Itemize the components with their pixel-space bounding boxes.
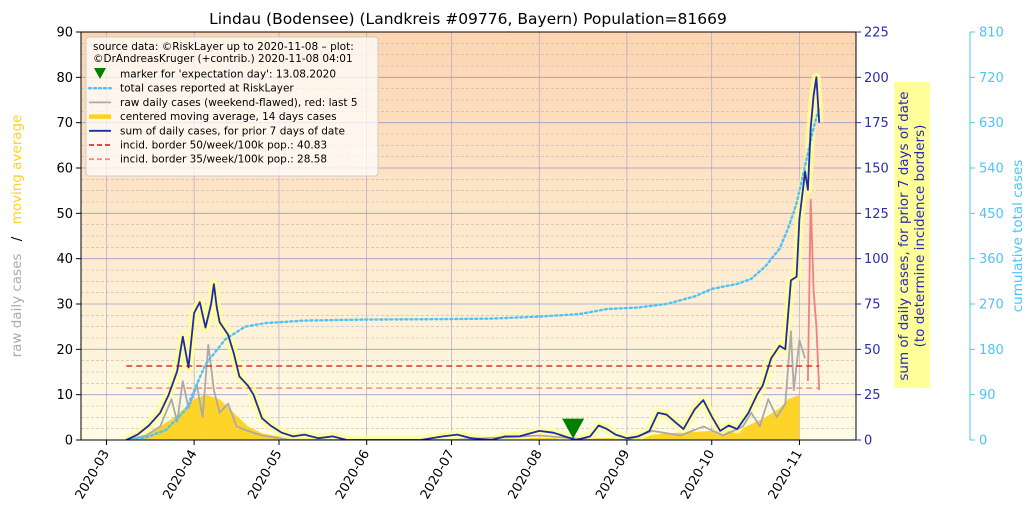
x-axis-tick-label: 2020-06 bbox=[333, 448, 373, 503]
x-axis-tick-label: 2020-04 bbox=[160, 448, 200, 503]
right-axis-sum7-tick-label: 150 bbox=[864, 162, 889, 177]
sum7-line bbox=[125, 76, 821, 440]
left-axis-label: raw daily cases / moving average bbox=[9, 115, 25, 358]
cumulative-total-line bbox=[125, 106, 821, 440]
legend-entry-label: total cases reported at RiskLayer bbox=[120, 83, 294, 95]
x-axis-tick-label: 2020-03 bbox=[73, 448, 113, 503]
moving-average-area bbox=[126, 394, 800, 440]
right-axis-sum7: 0 25 50 75 100 125 150 175 200 225 bbox=[856, 26, 889, 449]
x-axis-tick-label: 2020-07 bbox=[418, 448, 458, 503]
x-axis-tick-label: 2020-11 bbox=[766, 448, 806, 503]
chart-title: Lindau (Bodensee) (Landkreis #09776, Bay… bbox=[209, 10, 727, 28]
left-axis-tick-label: 10 bbox=[56, 388, 73, 403]
right-axis-cumulative-tick-label: 270 bbox=[979, 298, 1004, 313]
left-axis-label-avg: moving average bbox=[9, 115, 25, 225]
legend-entry-label: raw daily cases (weekend-flawed), red: l… bbox=[120, 97, 358, 109]
right-axis-cumulative-label: cumulative total cases bbox=[1010, 160, 1026, 313]
legend-entry: incid. border 35/week/100k pop.: 28.58 bbox=[89, 154, 327, 166]
right-axis-cumulative-tick-label: 540 bbox=[979, 162, 1004, 177]
legend-entry-label: marker for 'expectation day': 13.08.2020 bbox=[120, 69, 336, 81]
left-axis-tick-label: 20 bbox=[56, 343, 73, 358]
x-axis-tick-label: 2020-09 bbox=[593, 448, 633, 503]
legend-entry: marker for 'expectation day': 13.08.2020 bbox=[94, 68, 336, 81]
right-axis-sum7-tick-label: 25 bbox=[864, 388, 881, 403]
legend-entry: sum of daily cases, for prior 7 days of … bbox=[89, 125, 345, 137]
right-axis-cumulative-tick-label: 720 bbox=[979, 71, 1004, 86]
right-axis-sum7-tick-label: 175 bbox=[864, 116, 889, 131]
raw-daily-last5-line bbox=[807, 198, 821, 391]
x-axis: 2020-03 2020-04 2020-05 2020-06 2020-07 2020-… bbox=[73, 440, 806, 502]
right-axis-sum7-tick-label: 75 bbox=[864, 298, 881, 313]
right-axis-cumulative-tick-label: 630 bbox=[979, 116, 1004, 131]
right-axis-sum7-tick-label: 50 bbox=[864, 343, 881, 358]
left-axis-label-sep: / bbox=[9, 236, 25, 241]
legend-box bbox=[85, 36, 379, 177]
left-axis-tick-label: 40 bbox=[56, 252, 73, 267]
right-axis-cumulative-tick-label: 180 bbox=[979, 343, 1004, 358]
legend-entries: marker for 'expectation day': 13.08.2020… bbox=[87, 68, 358, 166]
legend-entry: total cases reported at RiskLayer bbox=[87, 83, 294, 95]
legend-entry-label: centered moving average, 14 days cases bbox=[120, 111, 337, 123]
x-axis-tick-label: 2020-10 bbox=[678, 448, 718, 503]
legend-header-line1: source data: ©RiskLayer up to 2020-11-08… bbox=[93, 41, 354, 53]
right-axis-sum7-tick-label: 125 bbox=[864, 207, 889, 222]
legend-marker-icon bbox=[94, 68, 106, 79]
legend-entry-label: incid. border 50/week/100k pop.: 40.83 bbox=[120, 140, 327, 152]
right-axis-sum7-tick-label: 0 bbox=[864, 434, 872, 449]
right-axis-cumulative-tick-label: 360 bbox=[979, 252, 1004, 267]
plot-frame bbox=[80, 31, 857, 441]
x-axis-tick-label: 2020-05 bbox=[245, 448, 285, 503]
right-axis-sum7-label-line1: sum of daily cases, for prior 7 days of … bbox=[896, 91, 912, 380]
right-axis-cumulative-tick-label: 90 bbox=[979, 388, 996, 403]
right-axis-cumulative-tick-label: 0 bbox=[979, 434, 987, 449]
right-axis-sum7-tick-label: 200 bbox=[864, 71, 889, 86]
left-axis-tick-label: 0 bbox=[65, 434, 73, 449]
left-axis-tick-label: 60 bbox=[56, 162, 73, 177]
left-axis-tick-label: 80 bbox=[56, 71, 73, 86]
right-axis-cumulative-tick-label: 810 bbox=[979, 26, 1004, 41]
right-axis-cumulative: 0 90 180 270 360 450 540 630 720 810 bbox=[969, 26, 1004, 449]
left-axis-tick-label: 90 bbox=[56, 26, 73, 41]
legend-entry-label: incid. border 35/week/100k pop.: 28.58 bbox=[120, 154, 327, 166]
right-axis-sum7-label-line2: (to determine incidence borders) bbox=[912, 125, 928, 348]
right-axis-sum7-tick-label: 225 bbox=[864, 26, 889, 41]
plot-layer bbox=[124, 72, 824, 440]
left-axis-tick-label: 30 bbox=[56, 298, 73, 313]
left-axis-tick-label: 50 bbox=[56, 207, 73, 222]
legend-entry-label: sum of daily cases, for prior 7 days of … bbox=[120, 125, 345, 137]
legend-entry: raw daily cases (weekend-flawed), red: l… bbox=[89, 97, 358, 109]
left-axis-tick-label: 70 bbox=[56, 116, 73, 131]
right-axis-sum7-tick-label: 100 bbox=[864, 252, 889, 267]
x-axis-tick-label: 2020-08 bbox=[506, 448, 546, 503]
right-axis-sum7-label-band bbox=[894, 82, 930, 388]
right-axis-cumulative-tick-label: 450 bbox=[979, 207, 1004, 222]
legend: source data: ©RiskLayer up to 2020-11-08… bbox=[85, 36, 379, 177]
legend-entry: incid. border 50/week/100k pop.: 40.83 bbox=[89, 140, 327, 152]
left-axis-label-raw: raw daily cases bbox=[9, 254, 25, 358]
left-axis: 0 10 20 30 40 50 60 70 80 90 bbox=[56, 26, 81, 449]
legend-entry: centered moving average, 14 days cases bbox=[89, 111, 337, 123]
expectation-day-marker bbox=[562, 418, 585, 439]
legend-header-line2: ©DrAndreasKruger (+contrib.) 2020-11-08 … bbox=[93, 53, 353, 65]
